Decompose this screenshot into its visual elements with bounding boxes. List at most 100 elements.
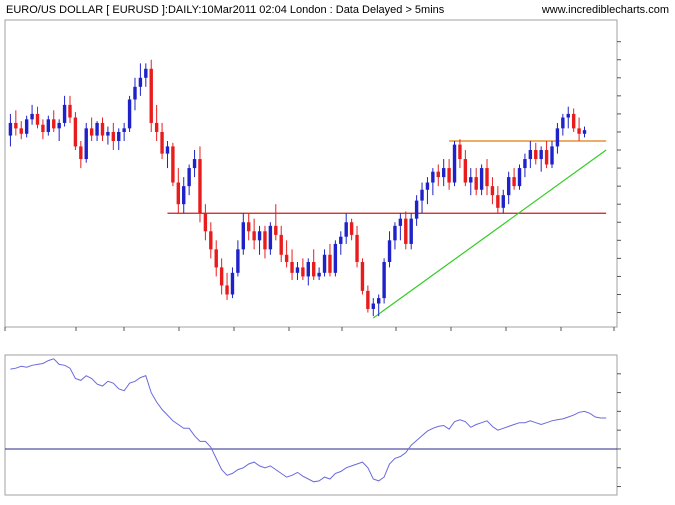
candle [252, 218, 256, 250]
candle [539, 146, 543, 172]
candle-body [192, 159, 197, 169]
candle-body [550, 146, 554, 165]
candle [366, 285, 370, 313]
candle [517, 164, 522, 190]
site-label: www.incrediblecharts.com [541, 4, 669, 16]
candle-body [46, 119, 51, 132]
candle-body [30, 113, 34, 120]
trend-line [372, 149, 607, 319]
candle-body [301, 267, 305, 277]
candle-body [171, 146, 175, 183]
candle-body [506, 177, 511, 196]
candle [441, 159, 446, 187]
candle-body [290, 261, 294, 273]
candle [328, 243, 332, 277]
candle [382, 258, 386, 304]
candle-body [160, 131, 164, 154]
candle [398, 213, 403, 241]
candle [154, 104, 159, 141]
candle [414, 195, 419, 226]
candle [284, 240, 289, 268]
candle-body [571, 113, 576, 129]
candle [431, 168, 435, 196]
candle [506, 171, 511, 205]
candle-body [8, 122, 13, 136]
candle-body [555, 128, 560, 147]
candle [479, 164, 484, 196]
candle [214, 240, 218, 277]
oscillator-panel-frame [4, 354, 618, 496]
chart-title: EURO/US DOLLAR [ EURUSD ]:DAILY:10Mar201… [6, 4, 445, 16]
candle-body [295, 267, 300, 273]
candle [8, 113, 13, 147]
candle-body [73, 117, 78, 147]
candle [24, 115, 29, 138]
candle [447, 159, 451, 190]
candle [534, 142, 538, 165]
candle-body [182, 186, 186, 205]
candle [100, 117, 105, 141]
candle [79, 140, 83, 169]
candle-body [247, 222, 251, 232]
candle-body [252, 231, 256, 241]
candle-body [263, 231, 267, 250]
candle-body [24, 119, 29, 134]
candle [95, 121, 99, 141]
candle-body [496, 195, 500, 208]
candle-body [176, 182, 181, 205]
candle [203, 204, 208, 241]
candle [360, 258, 365, 295]
candle [149, 59, 153, 132]
candle-body [404, 218, 408, 244]
candle-body [360, 261, 365, 291]
candle-body [89, 128, 94, 136]
candle [230, 267, 235, 299]
candle [176, 168, 181, 214]
candle [577, 117, 581, 141]
candle [68, 95, 72, 123]
candle-body [122, 128, 126, 132]
candle-body [349, 222, 354, 235]
candle-body [371, 303, 375, 309]
candle-body [230, 272, 235, 295]
candle-body [279, 234, 283, 255]
candle-body [138, 77, 143, 87]
candle-body [187, 168, 191, 187]
candle [322, 249, 327, 277]
candle-body [306, 261, 310, 277]
candle [236, 240, 240, 277]
candle-body [333, 243, 338, 273]
candle-body [501, 195, 505, 208]
candle [528, 140, 533, 169]
candle-body [111, 131, 116, 141]
candle [73, 112, 78, 151]
candle-body [317, 272, 321, 277]
candle [279, 225, 283, 262]
candle-body [106, 131, 110, 136]
candle [117, 128, 121, 151]
candle-body [241, 222, 246, 250]
candle [30, 104, 34, 125]
candle [436, 164, 440, 187]
candle [274, 204, 278, 241]
candle [371, 298, 375, 317]
candle [306, 258, 310, 286]
candle [144, 63, 148, 87]
candle [571, 108, 576, 132]
candle [111, 122, 116, 151]
candle-body [528, 150, 533, 160]
candle [393, 222, 397, 250]
candle [241, 213, 246, 255]
candle-body [339, 236, 343, 244]
candle-body [398, 218, 403, 226]
candle-body [376, 298, 381, 304]
candle [198, 146, 202, 223]
candle-body [84, 128, 88, 160]
candle [463, 150, 468, 187]
candle [409, 213, 413, 250]
candle-body [100, 122, 105, 136]
candle-body [366, 290, 370, 309]
candle [404, 211, 408, 250]
candle-body [257, 231, 262, 241]
